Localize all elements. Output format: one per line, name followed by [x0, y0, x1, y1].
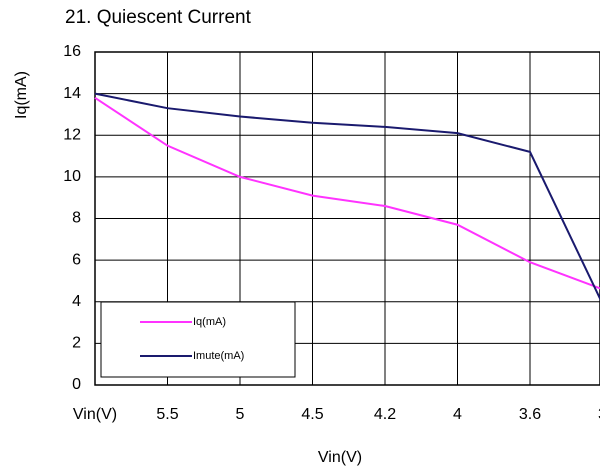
x-tick-label: 4	[453, 406, 462, 423]
chart-title: 21. Quiescent Current	[65, 7, 252, 28]
y-tick-label: 12	[63, 126, 81, 143]
y-tick-label: 2	[72, 335, 81, 352]
y-tick-label: 16	[63, 43, 81, 60]
x-tick-label: 3.6	[519, 406, 541, 423]
x-tick-label: 5.5	[156, 406, 178, 423]
x-tick-label: 4.5	[301, 406, 323, 423]
x-tick-label: Vin(V)	[73, 406, 117, 423]
y-tick-label: 10	[63, 168, 81, 185]
x-axis-label: Vin(V)	[318, 449, 362, 466]
y-axis-label: Iq(mA)	[13, 71, 30, 119]
plot-border	[94, 51, 600, 386]
y-tick-label: 4	[72, 293, 81, 310]
series-line	[94, 96, 600, 290]
legend-label: Iq(mA)	[193, 316, 226, 328]
x-tick-label: 5	[236, 406, 245, 423]
y-tick-label: 0	[72, 376, 81, 393]
x-tick-label: 3	[598, 406, 600, 423]
y-tick-label: 14	[63, 85, 81, 102]
y-tick-label: 8	[72, 210, 81, 227]
series-line	[94, 92, 600, 301]
legend-label: Imute(mA)	[193, 350, 244, 362]
x-tick-label: 4.2	[374, 406, 396, 423]
y-tick-label: 6	[72, 251, 81, 268]
legend-box	[100, 301, 296, 378]
